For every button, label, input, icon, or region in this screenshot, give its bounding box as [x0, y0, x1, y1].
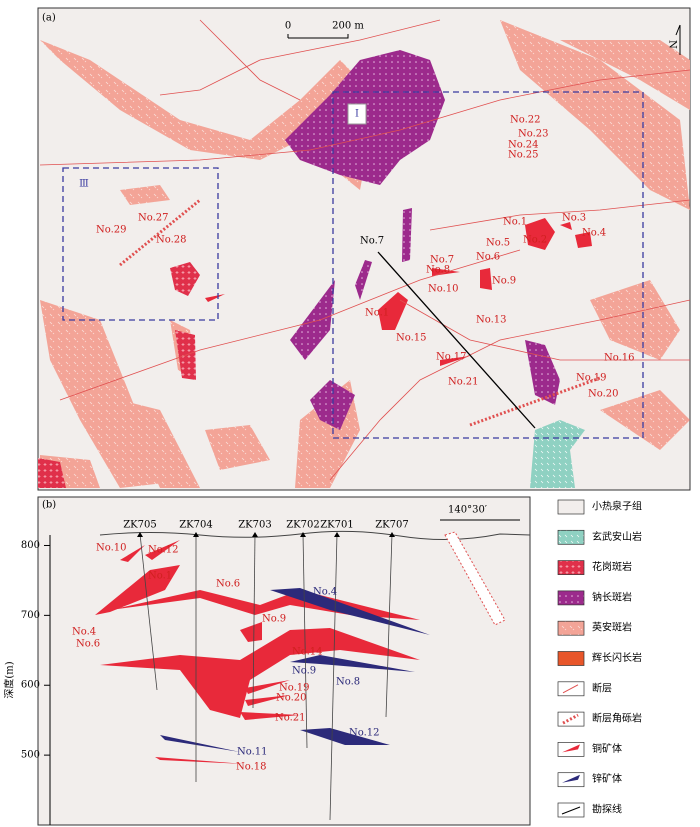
ore-label: No.1: [148, 571, 172, 582]
drill-hole-label: ZK703: [238, 520, 272, 531]
drill-hole: [302, 533, 308, 749]
y-tick-label: 500: [21, 750, 40, 761]
y-tick-label: 600: [21, 680, 40, 691]
legend-label: 钠长斑岩: [592, 590, 632, 603]
drill-head: [193, 532, 199, 537]
legend-label: 辉长闪长岩: [592, 651, 642, 664]
drill-hole-label: ZK705: [123, 520, 157, 531]
ore-label: No.15: [396, 333, 427, 344]
legend-symbol: [561, 806, 581, 815]
ore-label: No.19: [576, 373, 607, 384]
drill-hole-label: ZK707: [375, 520, 409, 531]
ore-label: No.8: [336, 677, 360, 688]
ore-label: No.14: [292, 647, 323, 658]
legend-label: 勘探线: [592, 803, 622, 816]
ore-label: No.12: [349, 728, 380, 739]
legend-symbol: [562, 774, 580, 783]
ore-label: No.2: [523, 235, 547, 246]
ore-label: No.6: [216, 579, 240, 590]
ore-label: No.25: [508, 150, 539, 161]
ore-label: No.1: [503, 217, 527, 228]
ore-label: No.7: [430, 255, 454, 266]
ore-label: No.12: [148, 545, 179, 556]
legend-label: 铜矿体: [592, 742, 622, 755]
legend-label: 断层角砾岩: [592, 712, 642, 725]
legend-swatch: [557, 590, 585, 606]
y-axis-label: 深度(m): [3, 661, 16, 698]
ore-label: No.4: [72, 627, 96, 638]
drill-hole: [252, 533, 256, 709]
legend-label: 断层: [592, 681, 612, 694]
legend-label: 英安斑岩: [592, 621, 632, 634]
drill-hole-label: ZK704: [179, 520, 213, 531]
ore-label: No.6: [476, 252, 500, 263]
ore-label: No.4: [313, 587, 337, 598]
ore-label: No.9: [262, 614, 286, 625]
drill-hole: [385, 533, 393, 718]
map-panel: [37, 7, 691, 491]
drill-head: [252, 532, 258, 537]
ore-label: No.13: [476, 315, 507, 326]
area-label: Ⅲ: [79, 179, 89, 190]
legend-swatch: [557, 499, 585, 515]
ore-label: No.10: [96, 543, 127, 554]
ore-label: No.1: [365, 308, 389, 319]
ore-label: No.9: [292, 666, 316, 677]
ore-label: No.17: [436, 352, 467, 363]
drill-head: [389, 532, 395, 537]
legend-label: 玄武安山岩: [592, 530, 642, 543]
ore-label: No.20: [276, 693, 307, 704]
legend-swatch: [557, 651, 585, 666]
legend-label: 锌矿体: [592, 772, 622, 785]
ore-label: No.6: [76, 639, 100, 650]
legend-swatch: [557, 620, 585, 636]
ore-label: No.24: [508, 140, 539, 151]
panel-label: (b): [42, 500, 56, 511]
ore-label: No.16: [604, 353, 635, 364]
drill-head: [334, 532, 340, 537]
ore-label: No.3: [562, 213, 586, 224]
y-tick-label: 800: [21, 540, 40, 551]
ore-label: No.19: [279, 683, 310, 694]
ore-label: No.23: [518, 129, 549, 140]
ore-label: No.11: [237, 747, 268, 758]
legend-swatch: [557, 560, 585, 575]
ore-label: No.21: [275, 713, 306, 724]
legend: 小热泉子组玄武安山岩花岗斑岩钠长斑岩英安斑岩辉长闪长岩断层断层角砾岩铜矿体锌矿体…: [557, 499, 642, 818]
ore-label: No.21: [448, 377, 479, 388]
panel-label: (a): [42, 13, 56, 24]
drill-hole: [139, 533, 158, 691]
ore-label: No.20: [588, 389, 619, 400]
scale-label: 0: [285, 21, 291, 32]
drill-hole-label: ZK702: [286, 520, 320, 531]
drill-hole: [329, 533, 338, 821]
legend-symbol: [562, 713, 579, 725]
ore-label: No.22: [510, 115, 541, 126]
drill-head: [137, 532, 143, 537]
legend-swatch: [557, 529, 585, 545]
azimuth: 140°30′: [448, 505, 488, 516]
ore-label: No.18: [236, 762, 267, 773]
ore-label: No.5: [486, 238, 510, 249]
ore-label: No.28: [156, 235, 187, 246]
y-tick-label: 700: [21, 610, 40, 621]
area-label: Ⅰ: [355, 109, 359, 120]
ore-label: No.9: [492, 276, 516, 287]
legend-symbol: [562, 684, 579, 694]
drill-hole-label: ZK701: [320, 520, 354, 531]
north-arrow: N: [667, 40, 678, 49]
legend-symbol: [562, 744, 580, 753]
ore-label: No.29: [96, 225, 127, 236]
ore-label: No.4: [582, 228, 606, 239]
ore-label: No.8: [426, 265, 450, 276]
legend-label: 小热泉子组: [592, 500, 642, 513]
legend-label: 花岗斑岩: [592, 560, 632, 573]
drill-head: [300, 532, 306, 537]
scale-label: 200 m: [332, 21, 364, 32]
section-panel: [37, 496, 531, 826]
exploration-line-label: No.7: [360, 236, 384, 247]
ore-label: No.27: [138, 213, 169, 224]
ore-label: No.10: [428, 284, 459, 295]
